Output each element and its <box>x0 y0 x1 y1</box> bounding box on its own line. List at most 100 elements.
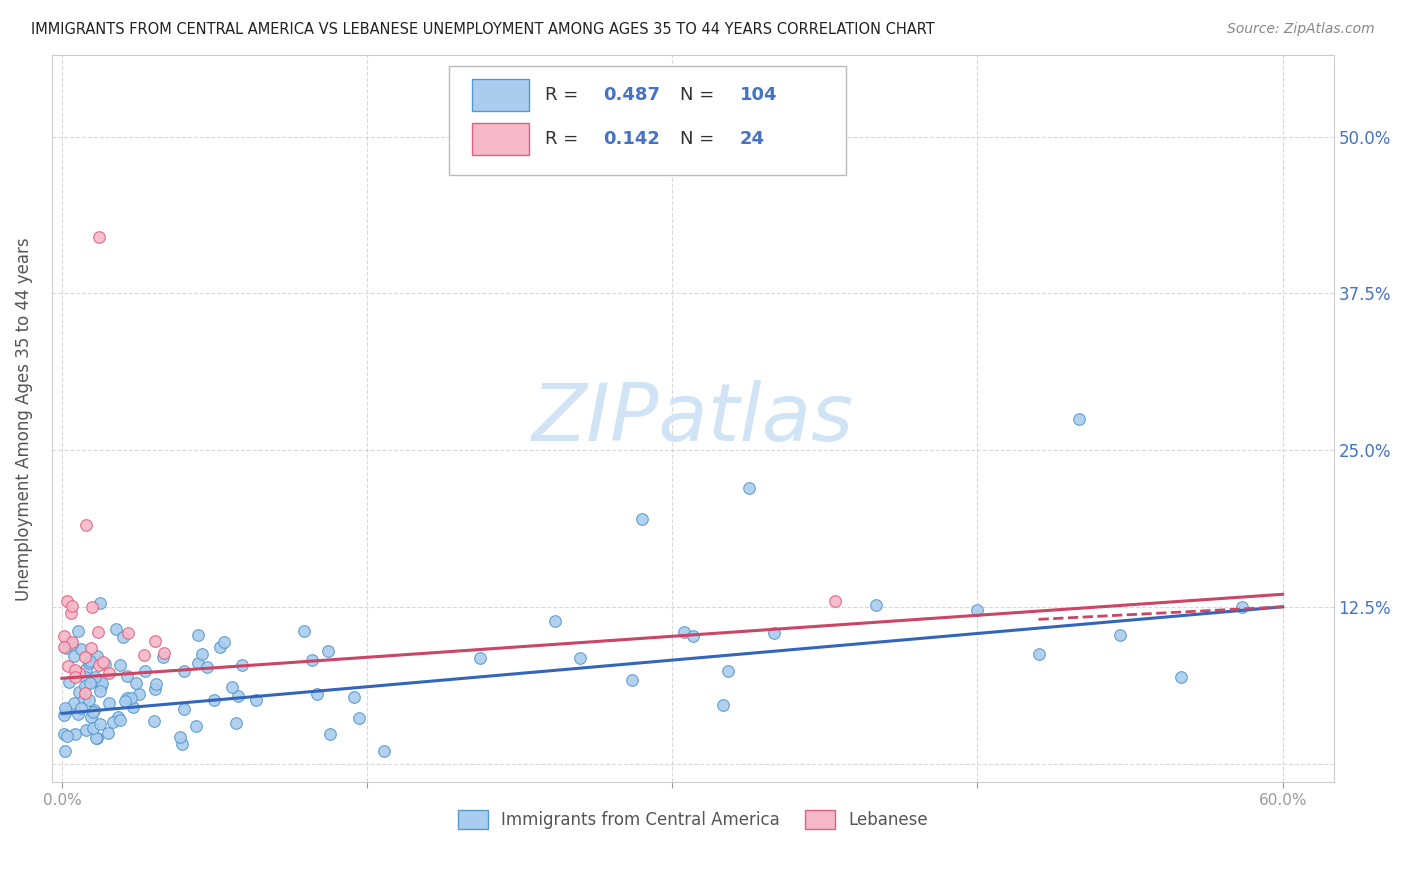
Point <box>73 692 96 706</box>
Point <box>187 628 209 642</box>
Text: 0.487: 0.487 <box>603 87 659 104</box>
Point <box>468 650 491 665</box>
Point <box>543 614 565 628</box>
Point <box>111 631 134 645</box>
Point <box>75 518 97 533</box>
Point <box>82 721 104 735</box>
Point <box>56 593 79 607</box>
Point <box>143 634 166 648</box>
Point <box>52 640 75 654</box>
Point <box>82 599 104 614</box>
Point <box>347 711 370 725</box>
Point <box>59 606 82 620</box>
Point <box>152 646 174 660</box>
Point <box>87 658 110 673</box>
Point <box>70 642 93 657</box>
Point <box>292 624 315 638</box>
Point <box>373 744 395 758</box>
Point <box>75 679 97 693</box>
Point <box>63 663 86 677</box>
Point <box>87 624 110 639</box>
Point <box>134 664 156 678</box>
Point <box>75 670 97 684</box>
Point <box>75 649 97 664</box>
Point <box>824 593 846 607</box>
Text: R =: R = <box>546 87 585 104</box>
Point <box>121 700 143 714</box>
Point <box>65 727 87 741</box>
Point <box>77 692 100 706</box>
FancyBboxPatch shape <box>472 123 529 155</box>
Point <box>91 655 114 669</box>
Point <box>63 670 86 684</box>
Point <box>86 649 108 664</box>
Point <box>682 629 704 643</box>
Text: IMMIGRANTS FROM CENTRAL AMERICA VS LEBANESE UNEMPLOYMENT AMONG AGES 35 TO 44 YEA: IMMIGRANTS FROM CENTRAL AMERICA VS LEBAN… <box>31 22 935 37</box>
Point <box>212 635 235 649</box>
Point <box>343 690 366 704</box>
Point <box>97 665 120 680</box>
Point <box>79 653 101 667</box>
Point <box>713 698 735 712</box>
Point <box>672 625 695 640</box>
Point <box>620 673 643 687</box>
Point <box>115 690 138 705</box>
Point <box>307 688 329 702</box>
Point <box>60 599 83 614</box>
Text: 104: 104 <box>740 87 778 104</box>
Point <box>83 703 105 717</box>
Point <box>231 657 253 672</box>
Point <box>1109 628 1132 642</box>
Point <box>1069 411 1091 425</box>
Point <box>89 717 111 731</box>
Point <box>195 659 218 673</box>
Point <box>1028 647 1050 661</box>
Point <box>55 744 77 758</box>
Point <box>172 737 194 751</box>
Point <box>143 714 166 728</box>
Point <box>132 648 155 662</box>
Point <box>63 649 86 664</box>
Point <box>55 640 77 655</box>
Point <box>152 650 174 665</box>
Point <box>80 640 103 655</box>
Point <box>204 693 226 707</box>
Point <box>53 701 76 715</box>
Point <box>717 664 740 678</box>
Point <box>738 481 761 495</box>
Point <box>143 681 166 696</box>
Point <box>94 657 117 671</box>
Point <box>97 697 120 711</box>
Point <box>120 691 142 706</box>
Point <box>60 637 83 651</box>
Point <box>630 512 652 526</box>
Point <box>117 626 139 640</box>
Point <box>86 731 108 746</box>
Point <box>763 626 786 640</box>
Point <box>128 687 150 701</box>
Point <box>117 669 139 683</box>
Point <box>79 676 101 690</box>
Point <box>318 643 340 657</box>
Text: Source: ZipAtlas.com: Source: ZipAtlas.com <box>1227 22 1375 37</box>
Point <box>82 673 104 688</box>
Point <box>67 707 90 722</box>
Point <box>173 664 195 678</box>
Point <box>84 670 107 684</box>
FancyBboxPatch shape <box>449 66 846 175</box>
Point <box>209 640 232 655</box>
Point <box>56 659 79 673</box>
Point <box>125 676 148 690</box>
Point <box>52 708 75 723</box>
Point <box>91 676 114 690</box>
Point <box>89 684 111 698</box>
Point <box>97 726 120 740</box>
Point <box>225 716 247 731</box>
Point <box>221 680 243 694</box>
Point <box>114 694 136 708</box>
Text: 0.142: 0.142 <box>603 129 659 148</box>
Point <box>186 719 208 733</box>
Point <box>145 677 167 691</box>
Point <box>568 651 591 665</box>
Point <box>87 230 110 244</box>
